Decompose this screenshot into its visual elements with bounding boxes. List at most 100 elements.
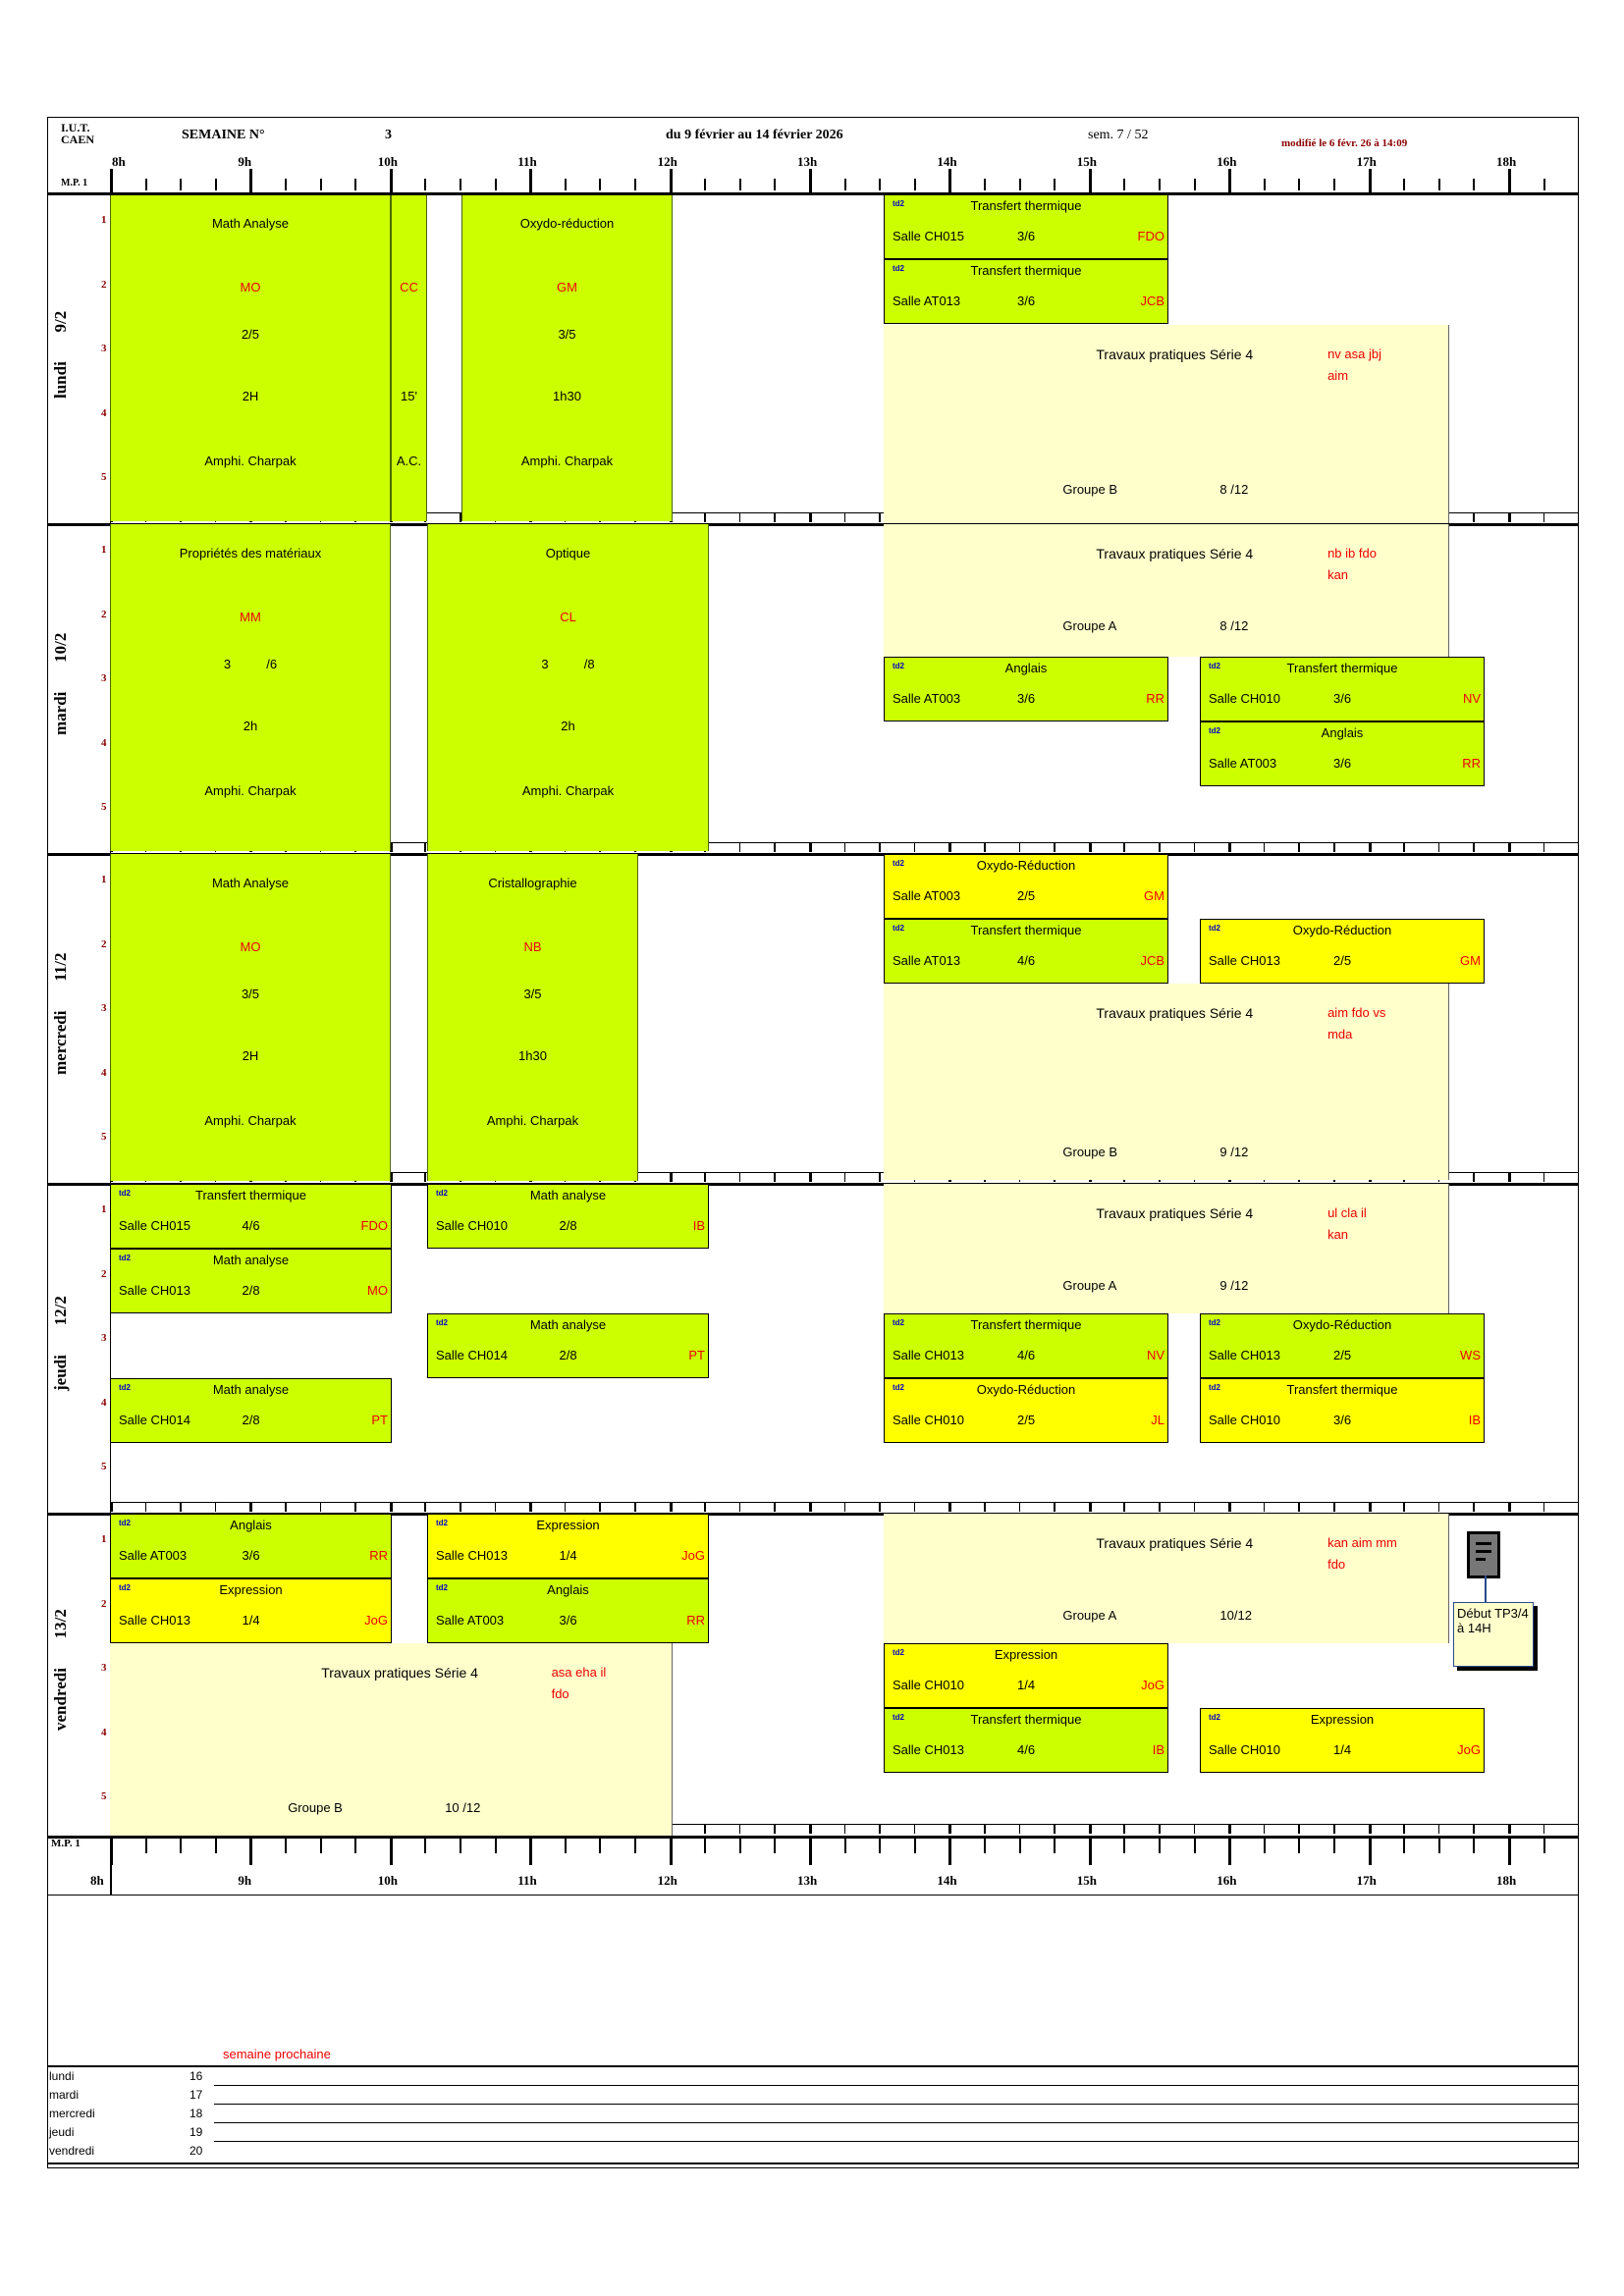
- hour-tick: [774, 179, 777, 190]
- lecture-block[interactable]: Optique CL 3 /8 2h Amphi. Charpak: [427, 524, 709, 851]
- next-week-line: [214, 2104, 1579, 2105]
- next-week-date: 20: [189, 2144, 203, 2158]
- hour-tick: [564, 1838, 567, 1853]
- grid-tick: [1543, 842, 1545, 852]
- hour-tick: [634, 179, 636, 190]
- session-teacher: GM: [1460, 953, 1481, 968]
- session-fraction: 2/8: [242, 1283, 260, 1298]
- hour-tick: [1298, 179, 1301, 190]
- td-session[interactable]: td2 Transfert thermique Salle CH013 4/6 NV: [884, 1313, 1168, 1378]
- divider: [47, 1895, 1579, 1896]
- day-separator: [47, 523, 1579, 526]
- tp-block[interactable]: Travaux pratiques Série 4 nv asa jbj aim Gr…: [884, 325, 1449, 523]
- lecture-block[interactable]: Math Analyse MO 3/5 2H Amphi. Charpak: [110, 854, 391, 1181]
- course-teacher: MO: [240, 280, 261, 295]
- hour-tick: [1543, 179, 1545, 190]
- td-session[interactable]: td2 Math analyse Salle CH014 2/8 PT: [110, 1378, 392, 1443]
- td-session[interactable]: td2 Transfert thermique Salle CH013 4/6 IB: [884, 1708, 1168, 1773]
- grid-tick: [984, 842, 986, 852]
- tp-title: Travaux pratiques Série 4: [321, 1665, 478, 1681]
- grid-tick: [1054, 842, 1056, 852]
- td-session[interactable]: td2 Math analyse Salle CH014 2/8 PT: [427, 1313, 709, 1378]
- group-tag: td2: [893, 199, 904, 208]
- td-session[interactable]: td2 Transfert thermique Salle CH015 4/6 FDO: [110, 1184, 392, 1249]
- session-teacher: JoG: [681, 1548, 705, 1563]
- td-session[interactable]: td2 Oxydo-Réduction Salle CH013 2/5 WS: [1200, 1313, 1485, 1378]
- session-teacher: FDO: [1137, 229, 1164, 243]
- grid-tick: [1228, 1502, 1232, 1512]
- td-session[interactable]: td2 Oxydo-Réduction Salle AT003 2/5 GM: [884, 854, 1168, 919]
- next-week-line: [214, 2141, 1579, 2142]
- group-tag: td2: [893, 859, 904, 868]
- td-session[interactable]: td2 Transfert thermique Salle AT013 4/6 JCB: [884, 919, 1168, 984]
- grid-tick: [1473, 512, 1475, 522]
- td-session[interactable]: td2 Transfert thermique Salle CH010 3/6 IB: [1200, 1378, 1485, 1443]
- lecture-block[interactable]: Cristallographie NB 3/5 1h30 Amphi. Charpak: [427, 854, 638, 1181]
- session-room: Salle CH015: [893, 229, 964, 243]
- td-session[interactable]: td2 Anglais Salle AT003 3/6 RR: [427, 1578, 709, 1643]
- td-session[interactable]: td2 Anglais Salle AT003 3/6 RR: [110, 1514, 392, 1578]
- course-fraction: 3 /8: [541, 656, 595, 671]
- hour-label: 13h: [797, 1873, 818, 1888]
- td-session[interactable]: td2 Expression Salle CH010 1/4 JoG: [1200, 1708, 1485, 1773]
- td-session[interactable]: td2 Oxydo-Réduction Salle CH010 2/5 JL: [884, 1378, 1168, 1443]
- tp-group: Groupe B: [288, 1800, 343, 1815]
- tp-block[interactable]: Travaux pratiques Série 4 kan aim mm fdo Gr…: [884, 1514, 1449, 1643]
- hour-tick: [738, 179, 741, 190]
- group-tag: td2: [1209, 924, 1220, 933]
- hour-tick: [669, 1838, 673, 1865]
- td-session[interactable]: td2 Math analyse Salle CH010 2/8 IB: [427, 1184, 709, 1249]
- grid-tick: [1543, 1502, 1545, 1512]
- next-week-day: vendredi: [49, 2144, 95, 2158]
- grid-tick: [738, 512, 741, 522]
- td-session[interactable]: td2 Expression Salle CH010 1/4 JoG: [884, 1643, 1168, 1708]
- session-title: Anglais: [230, 1518, 272, 1532]
- tp-block[interactable]: Travaux pratiques Série 4 asa eha il fdo Gr…: [110, 1643, 673, 1836]
- hour-tick: [1508, 169, 1511, 192]
- lecture-block[interactable]: Math Analyse MO 2/5 2H Amphi. Charpak: [110, 194, 391, 521]
- session-room: Salle CH015: [119, 1218, 190, 1233]
- session-title: Transfert thermique: [970, 263, 1082, 278]
- hour-tick: [1333, 1838, 1335, 1853]
- td-session[interactable]: td2 Anglais Salle AT003 3/6 RR: [884, 657, 1168, 721]
- group-tag: td2: [893, 1648, 904, 1657]
- hour-tick: [1543, 1838, 1545, 1853]
- session-teacher: MO: [367, 1283, 388, 1298]
- grid-tick: [1368, 1502, 1372, 1512]
- hour-tick: [389, 1838, 393, 1865]
- hour-tick: [1508, 1838, 1511, 1865]
- slot-number: 3: [101, 343, 107, 354]
- session-room: Salle CH014: [119, 1413, 190, 1427]
- tp-block[interactable]: Travaux pratiques Série 4 ul cla il kan Gro…: [884, 1184, 1449, 1313]
- tp-teachers: nb ib fdo: [1327, 546, 1377, 561]
- lecture-block[interactable]: Oxydo-réduction GM 3/5 1h30 Amphi. Charpak: [461, 194, 673, 521]
- session-title: Expression: [219, 1582, 283, 1597]
- tp-block[interactable]: Travaux pratiques Série 4 aim fdo vs mda Gr…: [884, 984, 1449, 1180]
- td-session[interactable]: td2 Math analyse Salle CH013 2/8 MO: [110, 1249, 392, 1313]
- td-session[interactable]: td2 Oxydo-Réduction Salle CH013 2/5 GM: [1200, 919, 1485, 984]
- hour-tick: [1368, 169, 1372, 192]
- hour-tick: [704, 179, 707, 190]
- footer-bottom-line: [47, 2163, 1579, 2164]
- lecture-block[interactable]: CC 15' A.C.: [391, 194, 427, 521]
- hour-tick: [948, 169, 952, 192]
- document-note-icon[interactable]: [1467, 1531, 1500, 1578]
- group-tag: td2: [893, 924, 904, 933]
- grid-tick: [529, 1502, 533, 1512]
- tp-block[interactable]: Travaux pratiques Série 4 nb ib fdo kan Gro…: [884, 524, 1449, 657]
- slot-number: 1: [101, 1533, 107, 1545]
- session-teacher: RR: [1462, 756, 1481, 771]
- td-session[interactable]: td2 Expression Salle CH013 1/4 JoG: [110, 1578, 392, 1643]
- td-session[interactable]: td2 Anglais Salle AT003 3/6 RR: [1200, 721, 1485, 786]
- td-session[interactable]: td2 Expression Salle CH013 1/4 JoG: [427, 1514, 709, 1578]
- lecture-block[interactable]: Propriétés des matériaux MM 3 /6 2h Amphi. C…: [110, 524, 391, 851]
- grid-tick: [214, 1502, 217, 1512]
- grid-tick: [1193, 842, 1196, 852]
- course-teacher: CC: [400, 280, 418, 295]
- td-session[interactable]: td2 Transfert thermique Salle CH015 3/6 FDO: [884, 194, 1168, 259]
- td-session[interactable]: td2 Transfert thermique Salle AT013 3/6 JCB: [884, 259, 1168, 324]
- course-title: Oxydo-réduction: [519, 215, 615, 231]
- session-room: Salle CH013: [436, 1548, 508, 1563]
- td-session[interactable]: td2 Transfert thermique Salle CH010 3/6 NV: [1200, 657, 1485, 721]
- grid-tick: [110, 1502, 113, 1512]
